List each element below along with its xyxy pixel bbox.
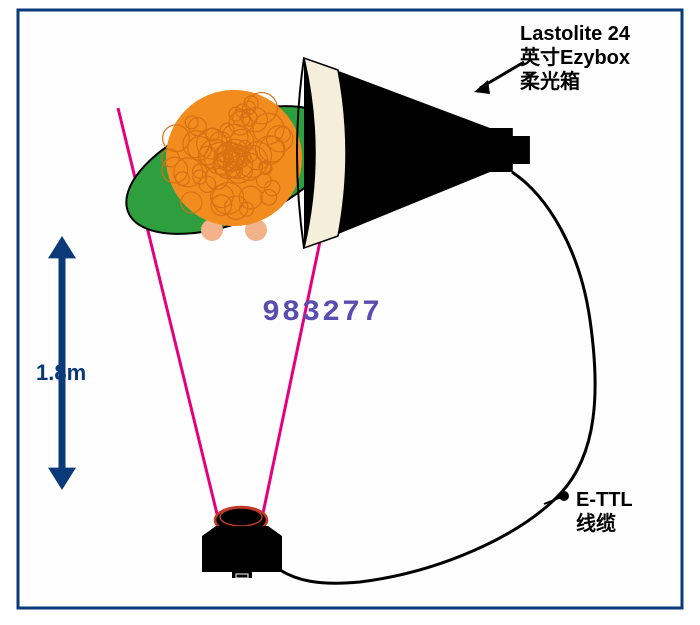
label-line: 柔光箱 bbox=[520, 70, 630, 94]
softbox-label: Lastolite 24英寸Ezybox柔光箱 bbox=[520, 22, 630, 94]
ettl-label: E-TTL线缆 bbox=[576, 488, 633, 536]
height-label: 1.8m bbox=[36, 360, 86, 386]
label-line: 线缆 bbox=[576, 512, 633, 536]
watermark-text: 983277 bbox=[262, 296, 382, 330]
label-line: E-TTL bbox=[576, 488, 633, 512]
ettl-dot bbox=[559, 491, 569, 501]
label-line: 英寸Ezybox bbox=[520, 46, 630, 70]
label-line: Lastolite 24 bbox=[520, 22, 630, 46]
